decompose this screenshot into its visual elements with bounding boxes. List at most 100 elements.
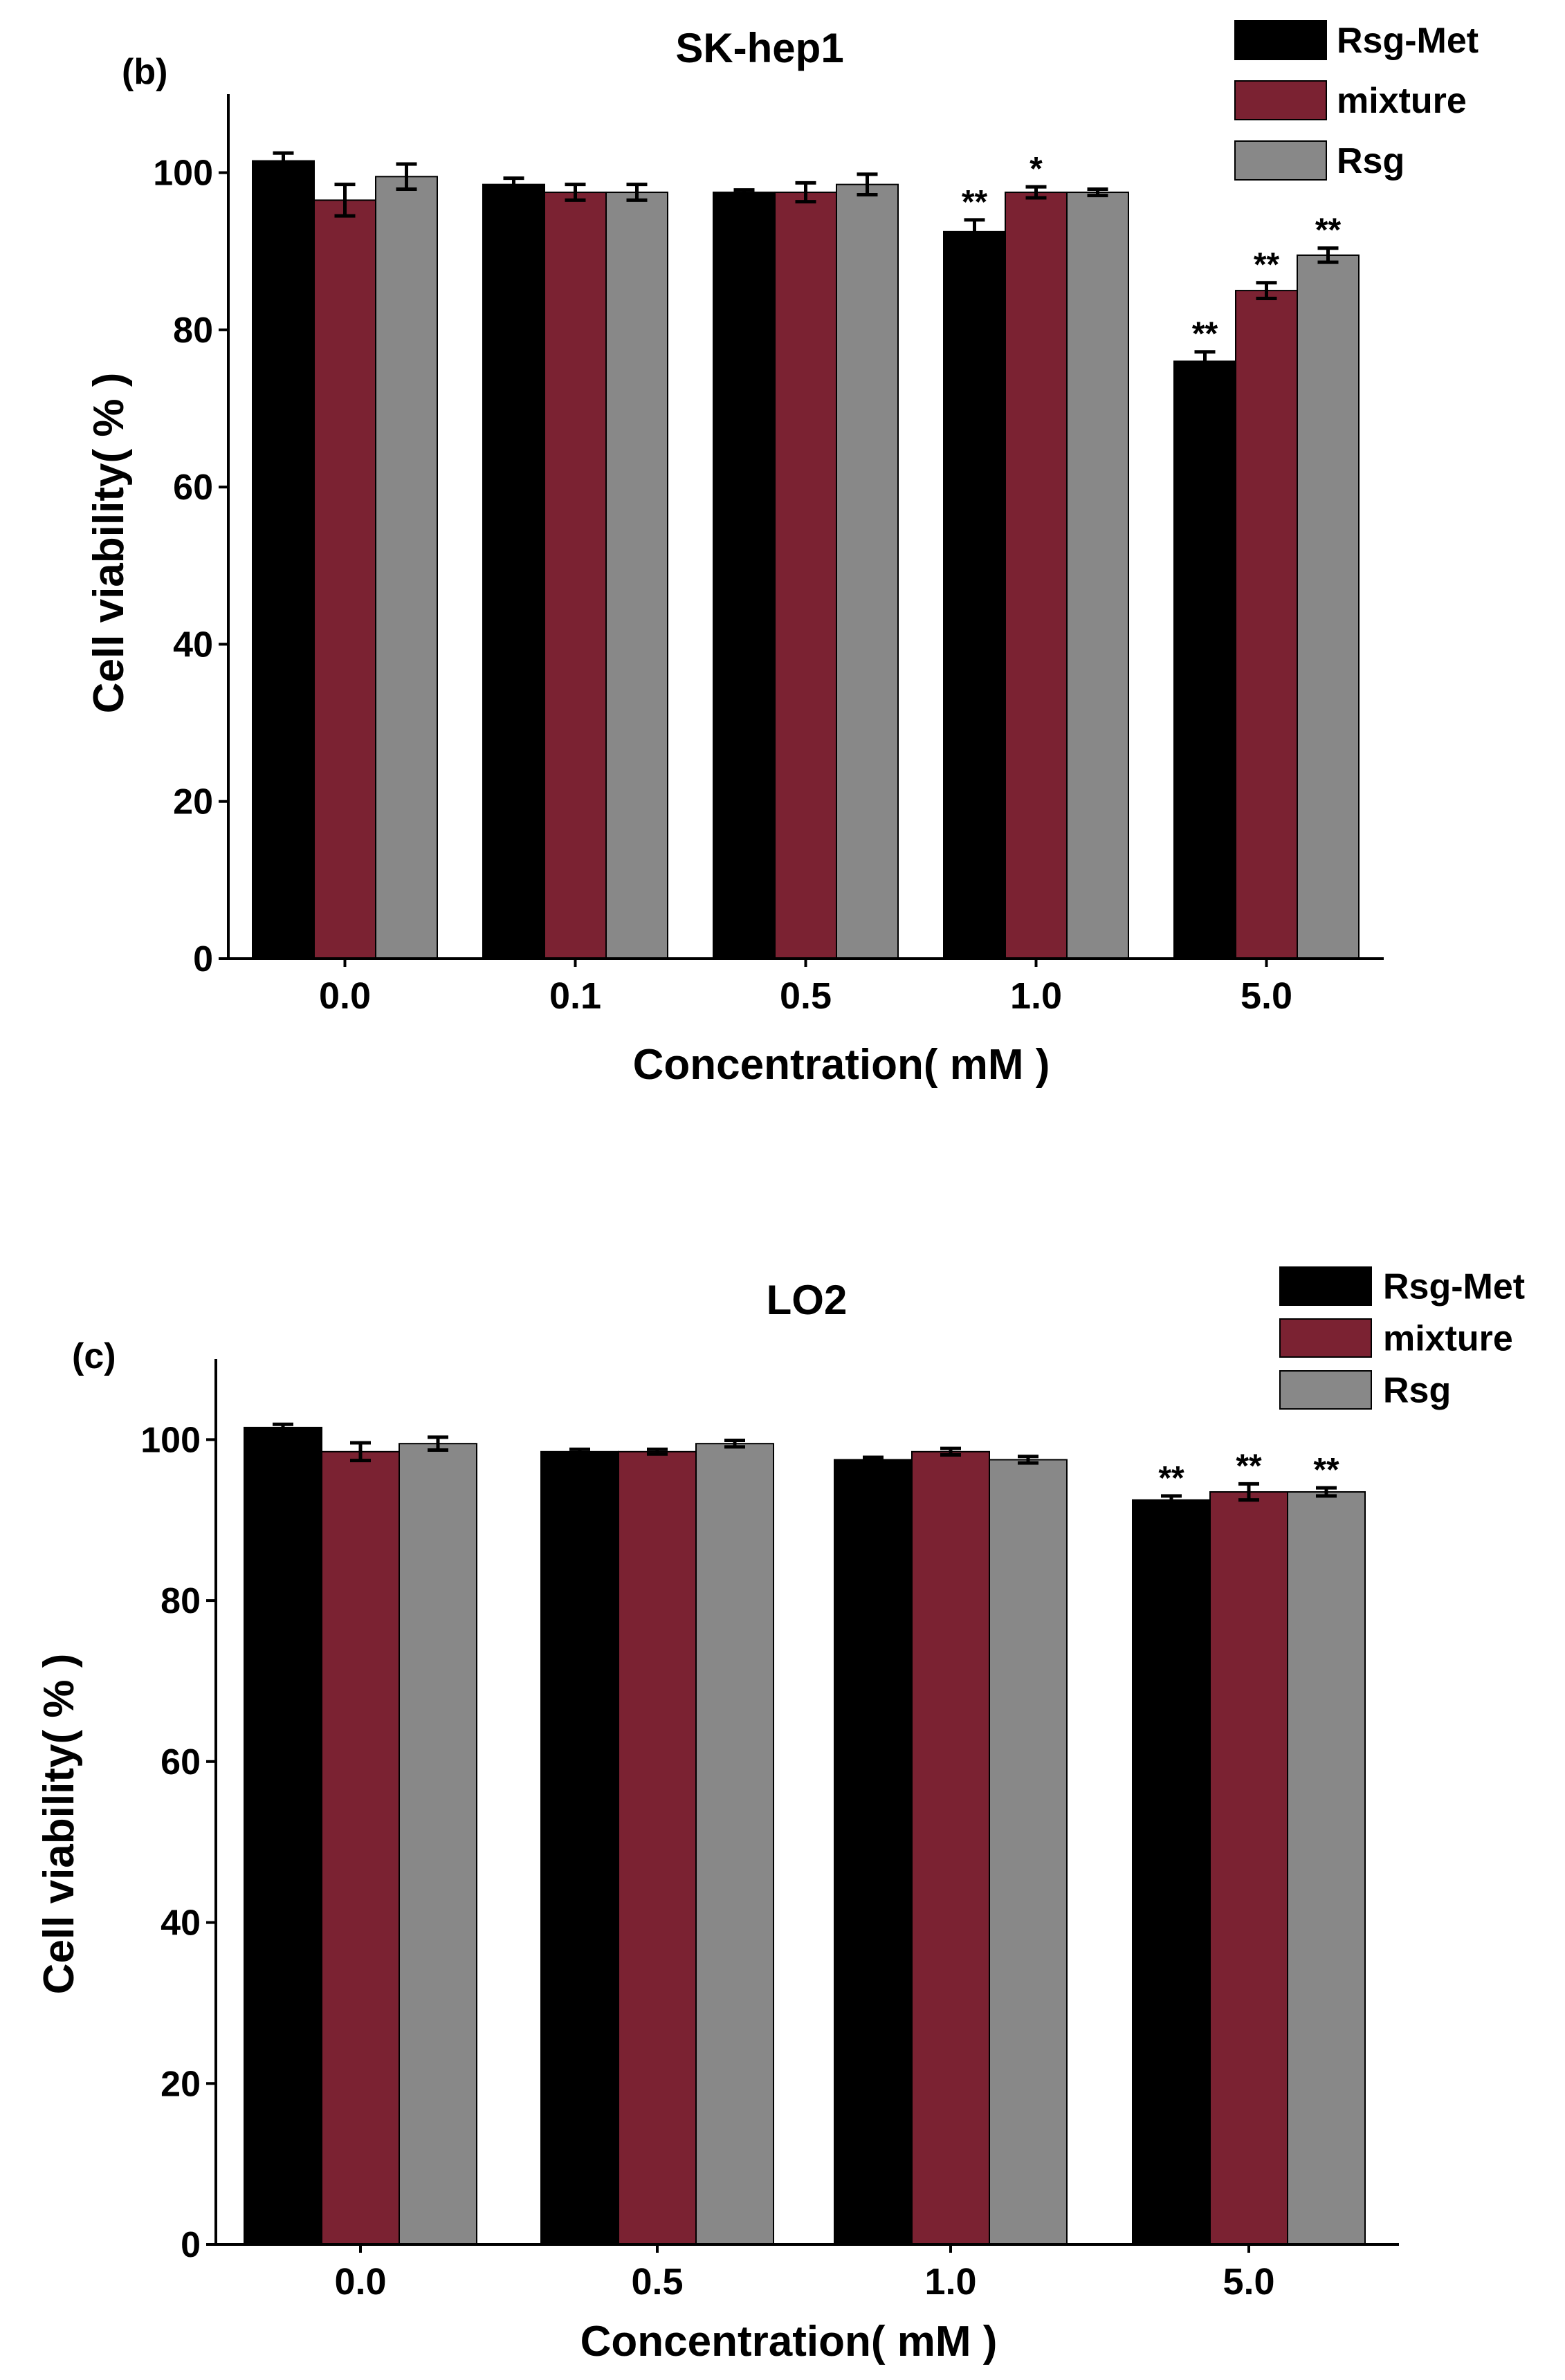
bar-rsg-0.0: [375, 176, 438, 959]
error-bar: [795, 181, 816, 204]
bar-rsg-met-0.0: [244, 1426, 322, 2246]
bar-rsg-met-0.1: [482, 183, 545, 960]
legend-label: mixture: [1337, 81, 1467, 121]
significance-mark: **: [1313, 1452, 1339, 1488]
x-tick-label: 0.0: [334, 2261, 386, 2303]
bar-rsg-0.0: [399, 1443, 477, 2246]
bar-rsg-met-5.0: [1173, 360, 1236, 959]
y-tick-label: 20: [173, 782, 213, 822]
legend-label: Rsg-Met: [1337, 21, 1479, 61]
panel-b-label: (b): [122, 52, 167, 92]
error-bar: [1025, 185, 1047, 200]
x-tick-label: 0.5: [780, 975, 832, 1017]
error-bar: [733, 188, 755, 196]
x-tick-label: 5.0: [1241, 975, 1292, 1017]
error-bar: [940, 1446, 961, 1457]
bar-rsg-met-0.5: [540, 1450, 619, 2245]
bar-rsg-0.5: [695, 1443, 774, 2246]
legend-label: Rsg-Met: [1383, 1267, 1525, 1307]
y-tick-label: 40: [173, 625, 213, 665]
panel-b-y-axis-label: Cell viability( % ): [85, 373, 133, 714]
legend-item-rsg-met: Rsg-Met: [1234, 20, 1479, 61]
error-bar: [647, 1447, 668, 1456]
bar-rsg-met-1.0: [834, 1459, 913, 2245]
x-tick-label: 0.1: [549, 975, 601, 1017]
legend-item-rsg: Rsg: [1234, 140, 1404, 181]
y-tick-label: 40: [161, 1903, 201, 1944]
error-bar: [1161, 1494, 1182, 1506]
error-bar: [863, 1455, 884, 1464]
bar-rsg-met-0.5: [713, 192, 776, 960]
bar-rsg-1.0: [1066, 192, 1129, 960]
panel-b-legend: Rsg-Met mixture Rsg: [1234, 20, 1479, 181]
significance-mark: *: [1029, 151, 1043, 187]
chart-panel-c: (c) LO2 Cell viability( % ) Concentratio…: [35, 1266, 1525, 2365]
panel-b-axes: [227, 94, 1384, 960]
y-tick-label: 80: [161, 1581, 201, 1621]
panel-b-x-axis-label: Concentration( mM ): [633, 1041, 1050, 1089]
bar-rsg-0.1: [605, 192, 668, 960]
panel-b-bars: *********: [252, 151, 1360, 960]
bar-mixture-0.1: [544, 192, 607, 960]
panel-c-title: LO2: [767, 1277, 848, 1323]
significance-mark: **: [1254, 247, 1280, 284]
legend-label: Rsg: [1337, 141, 1404, 181]
bar-mixture-0.0: [313, 199, 376, 960]
y-tick-label: 0: [181, 2225, 201, 2265]
significance-mark: **: [1315, 212, 1342, 249]
error-bar: [1317, 246, 1339, 264]
panel-c-x-axis-label: Concentration( mM ): [580, 2318, 998, 2365]
significance-mark: **: [1158, 1460, 1184, 1497]
error-bar: [626, 183, 648, 202]
x-tick-label: 5.0: [1223, 2261, 1274, 2303]
significance-mark: **: [1236, 1448, 1262, 1484]
panel-b-y-ticks: 0 20 40 60 80 100: [153, 154, 228, 979]
legend-item-rsg: Rsg: [1279, 1370, 1451, 1411]
error-bar: [1194, 350, 1216, 373]
error-bar: [334, 183, 356, 218]
panel-c-x-ticks: 0.0 0.5 1.0 5.0: [334, 2244, 1275, 2303]
x-tick-label: 1.0: [1010, 975, 1062, 1017]
bar-rsg-met-1.0: [943, 230, 1006, 959]
error-bar: [1316, 1486, 1337, 1498]
panel-b-title: SK-hep1: [675, 25, 843, 71]
error-bar: [503, 176, 524, 193]
x-tick-label: 0.5: [631, 2261, 683, 2303]
bar-rsg-0.5: [836, 183, 899, 960]
legend-swatch: [1234, 20, 1327, 60]
panel-c-label: (c): [72, 1336, 116, 1376]
legend-label: Rsg: [1383, 1371, 1451, 1411]
panel-c-legend: Rsg-Met mixture Rsg: [1279, 1266, 1525, 1411]
bar-mixture-5.0: [1209, 1491, 1288, 2245]
legend-swatch: [1279, 1370, 1372, 1410]
error-bar: [396, 162, 417, 191]
legend-item-mixture: mixture: [1279, 1318, 1513, 1359]
error-bar: [857, 172, 878, 196]
y-tick-label: 100: [140, 1420, 201, 1460]
bar-rsg-5.0: [1297, 254, 1360, 960]
legend-swatch: [1234, 80, 1327, 120]
bar-mixture-0.5: [774, 192, 837, 960]
error-bar: [428, 1435, 448, 1452]
chart-panel-b: (b) SK-hep1 Cell viability( % ) Concentr…: [85, 20, 1479, 1089]
panel-c-axes: [214, 1359, 1399, 2246]
legend-swatch: [1279, 1266, 1372, 1306]
y-tick-label: 60: [161, 1742, 201, 1782]
bar-mixture-0.0: [321, 1450, 400, 2245]
bar-mixture-0.5: [618, 1450, 697, 2245]
error-bar: [1238, 1482, 1259, 1502]
legend-item-rsg-met: Rsg-Met: [1279, 1266, 1525, 1307]
error-bar: [1018, 1455, 1038, 1465]
x-tick-label: 0.0: [319, 975, 371, 1017]
error-bar: [569, 1447, 590, 1456]
error-bar: [1256, 281, 1277, 300]
y-tick-label: 0: [193, 939, 213, 979]
error-bar: [273, 151, 294, 171]
y-tick-label: 80: [173, 311, 213, 351]
panel-b-x-ticks: 0.0 0.1 0.5 1.0 5.0: [319, 959, 1292, 1017]
bar-rsg-1.0: [989, 1459, 1068, 2245]
legend-swatch: [1234, 140, 1327, 181]
bar-rsg-5.0: [1287, 1491, 1366, 2245]
y-tick-label: 60: [173, 468, 213, 508]
